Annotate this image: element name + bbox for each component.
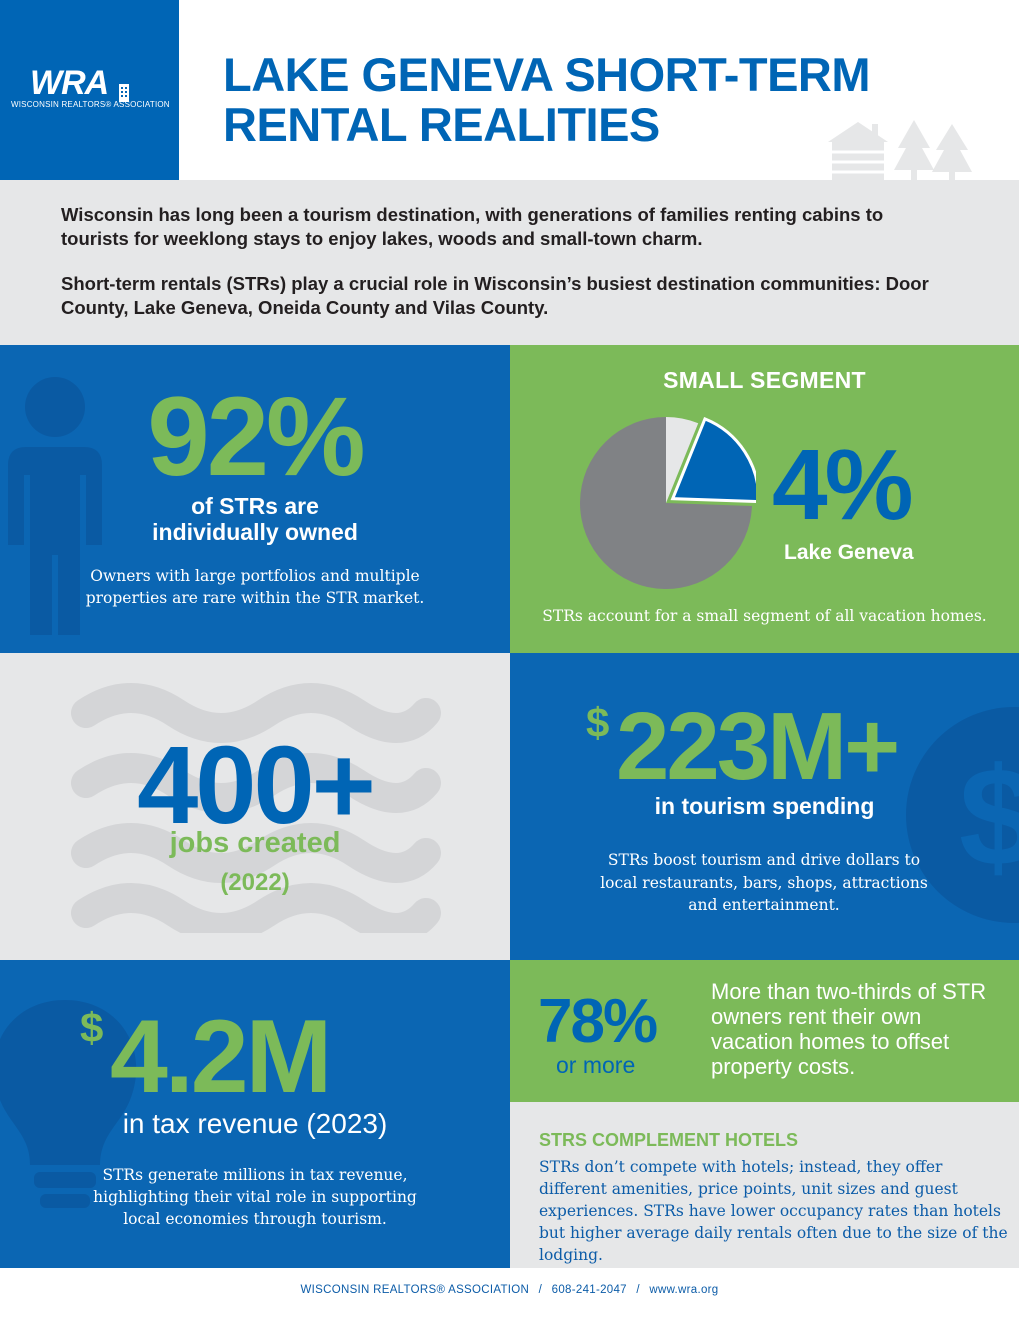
segment-stat: 4% <box>772 429 914 541</box>
owners-stat: 78% <box>538 987 658 1056</box>
svg-text:$: $ <box>959 738 1019 895</box>
wra-logo: WRA <box>30 64 109 102</box>
pie-slice-lake-geneva <box>670 416 756 504</box>
tax-currency: $ <box>80 1004 104 1051</box>
ownership-label-line-2: individually owned <box>152 519 358 545</box>
segment-pie-chart <box>580 416 756 589</box>
ownership-stat: 92% <box>147 374 365 499</box>
cabin-and-trees-icon <box>828 120 972 182</box>
ownership-label-line-1: of STRs are <box>191 493 319 519</box>
jobs-panel: 400+ jobs created (2022) <box>0 653 510 960</box>
hotels-panel: STRS COMPLEMENT HOTELS STRs don’t compet… <box>510 1102 1019 1268</box>
spending-currency: $ <box>586 699 610 746</box>
logo-panel <box>0 0 179 180</box>
tax-panel: $ 4.2M in tax revenue (2023) STRs genera… <box>0 960 510 1268</box>
tax-note: STRs generate millions in tax revenue, h… <box>93 1166 417 1228</box>
jobs-label: jobs created <box>169 827 341 859</box>
ownership-note: Owners with large portfolios and multipl… <box>85 567 425 607</box>
footer-phone: 608-241-2047 <box>551 1284 627 1296</box>
hotels-body: STRs don’t compete with hotels; instead,… <box>539 1158 1008 1264</box>
title-line-2: RENTAL REALITIES <box>223 98 660 151</box>
spending-stat: 223M+ <box>616 693 900 800</box>
logo-subtitle: WISCONSIN REALTORS® ASSOCIATION <box>11 100 170 109</box>
person-icon <box>8 377 102 635</box>
footer: WISCONSIN REALTORS® ASSOCIATION / 608-24… <box>0 1284 1019 1296</box>
jobs-year: (2022) <box>220 869 290 896</box>
segment-location: Lake Geneva <box>784 541 914 564</box>
owners-qualifier: or more <box>556 1052 636 1078</box>
footer-website[interactable]: www.wra.org <box>649 1284 719 1296</box>
waves-decoration <box>71 683 441 933</box>
owners-description: More than two-thirds of STR owners rent … <box>711 979 987 1079</box>
ownership-label: of STRs are individually owned <box>0 493 510 545</box>
hotels-heading: STRS COMPLEMENT HOTELS <box>539 1130 799 1150</box>
title-line-1: LAKE GENEVA SHORT-TERM <box>223 48 871 101</box>
intro-section: Wisconsin has long been a tourism destin… <box>0 180 1019 345</box>
footer-separator: / <box>538 1284 543 1296</box>
segment-heading: SMALL SEGMENT <box>663 367 866 393</box>
jobs-stat: 400+ <box>137 724 376 847</box>
footer-org: WISCONSIN REALTORS® ASSOCIATION <box>300 1284 530 1296</box>
pie-slice-other <box>580 417 752 589</box>
spending-panel: $ $ 223M+ in tourism spending STRs boost… <box>510 653 1019 960</box>
segment-note: STRs account for a small segment of all … <box>542 607 987 625</box>
owners-panel: 78% or more More than two-thirds of STR … <box>510 960 1019 1102</box>
page-title: LAKE GENEVA SHORT-TERM RENTAL REALITIES <box>223 50 983 150</box>
lightbulb-icon <box>0 1000 137 1208</box>
intro-paragraph-1: Wisconsin has long been a tourism destin… <box>61 204 884 249</box>
segment-panel: SMALL SEGMENT 4% Lake Geneva STRs accoun… <box>510 345 1019 653</box>
spending-label: in tourism spending <box>654 793 875 819</box>
pie-slice-white <box>666 417 699 503</box>
tax-label: in tax revenue (2023) <box>122 1108 388 1139</box>
building-icon <box>119 84 129 102</box>
dollar-coin-icon: $ <box>906 707 1019 923</box>
spending-note: STRs boost tourism and drive dollars to … <box>600 851 928 914</box>
footer-separator: / <box>636 1284 640 1296</box>
intro-paragraph-2: Short-term rentals (STRs) play a crucial… <box>61 273 929 318</box>
tax-stat: 4.2M <box>110 999 332 1115</box>
ownership-panel: 92% of STRs are individually owned Owner… <box>0 345 510 653</box>
